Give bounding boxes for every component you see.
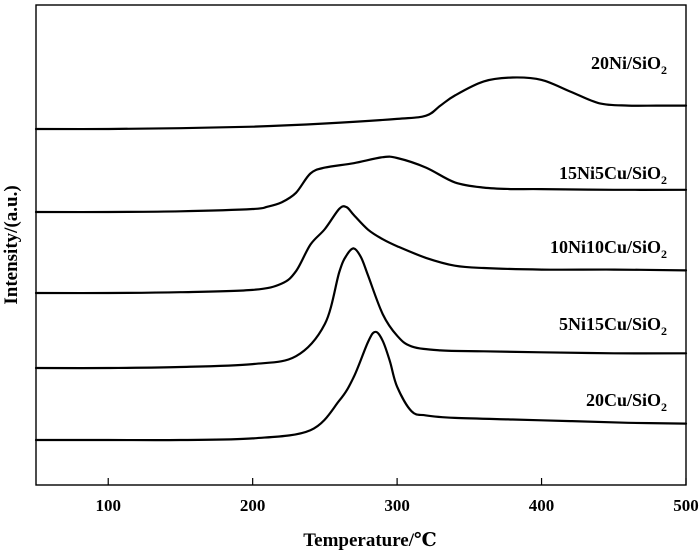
series-label: 20Cu/SiO2 — [586, 390, 667, 414]
series-label-name: 20Cu/SiO — [586, 390, 661, 410]
x-axis-title: Temperature/℃ — [303, 530, 437, 551]
series-label: 10Ni10Cu/SiO2 — [550, 237, 667, 261]
series-curves — [34, 76, 688, 442]
series-label-subscript: 2 — [661, 324, 667, 338]
series-label-subscript: 2 — [661, 63, 667, 77]
series-label-name: 5Ni15Cu/SiO — [559, 314, 661, 334]
series-label-name: 20Ni/SiO — [591, 53, 661, 73]
series-label-subscript: 2 — [661, 173, 667, 187]
x-axis-ticks — [107, 478, 687, 485]
x-tick-label: 100 — [95, 496, 121, 515]
series-label: 20Ni/SiO2 — [591, 53, 667, 77]
series-label-subscript: 2 — [661, 247, 667, 261]
x-tick-label: 200 — [240, 496, 266, 515]
series-line — [34, 247, 688, 370]
x-axis-tick-labels: 100 200 300 400 500 — [95, 496, 698, 515]
x-tick-label: 500 — [673, 496, 699, 515]
plot-frame — [35, 4, 687, 486]
series-label-name: 15Ni5Cu/SiO — [559, 163, 661, 183]
series-label: 15Ni5Cu/SiO2 — [559, 163, 667, 187]
series-line — [34, 76, 688, 131]
x-tick-label: 400 — [529, 496, 555, 515]
series-line — [34, 205, 688, 295]
series-label-subscript: 2 — [661, 400, 667, 414]
x-tick-label: 300 — [384, 496, 410, 515]
series-label: 5Ni15Cu/SiO2 — [559, 314, 667, 338]
series-label-name: 10Ni10Cu/SiO — [550, 237, 661, 257]
series-line — [34, 330, 688, 442]
y-axis-title: Intensity/(a.u.) — [1, 185, 22, 304]
series-line — [34, 155, 688, 214]
series-labels: 20Ni/SiO215Ni5Cu/SiO210Ni10Cu/SiO25Ni15C… — [550, 53, 667, 414]
plot-border — [35, 4, 687, 486]
